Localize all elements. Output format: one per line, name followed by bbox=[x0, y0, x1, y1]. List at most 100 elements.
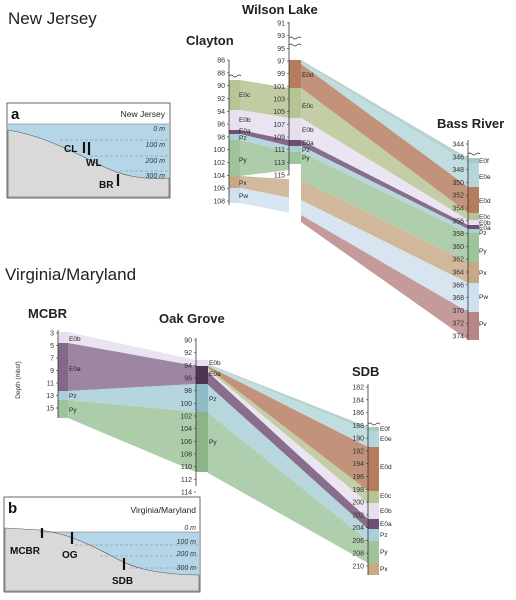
tick-label: 97 bbox=[277, 59, 285, 66]
column-bass-river bbox=[467, 140, 481, 340]
inset-a-depth-200: 200 m bbox=[145, 158, 166, 165]
unit-label: E0c bbox=[479, 214, 491, 221]
band-E0a bbox=[208, 372, 368, 529]
tick-label: 190 bbox=[352, 436, 364, 443]
inset-a-new-jersey-profile bbox=[6, 102, 171, 199]
band-E0e bbox=[301, 62, 468, 187]
tick-label: 344 bbox=[452, 142, 464, 149]
va-bands-oak-sdb bbox=[208, 364, 368, 563]
tick-label: 102 bbox=[213, 160, 225, 167]
unit-label: Pz bbox=[209, 396, 217, 403]
tick-label: 346 bbox=[452, 154, 464, 161]
band-Pz bbox=[68, 384, 196, 412]
unit-label: Px bbox=[239, 180, 247, 187]
unit-label: Py bbox=[380, 549, 388, 556]
unit-label: Px bbox=[479, 270, 487, 277]
inset-b-depth-200: 200 m bbox=[176, 551, 197, 558]
unit-label: Py bbox=[69, 407, 77, 414]
tick-label: 358 bbox=[452, 231, 464, 238]
site-label-sdb: SDB bbox=[352, 364, 379, 379]
tick-label: 112 bbox=[181, 477, 192, 484]
tick-label: 94 bbox=[217, 109, 225, 116]
tick-label: 3 bbox=[50, 331, 54, 338]
tick-label: 96 bbox=[184, 376, 192, 383]
unit-label: Pz bbox=[302, 147, 310, 154]
inset-b-letter: b bbox=[8, 500, 17, 517]
tick-label: 100 bbox=[213, 147, 225, 154]
unit-label: E0a bbox=[239, 128, 251, 135]
unit-label: E0b bbox=[479, 220, 491, 227]
column-oak-grove bbox=[195, 338, 208, 486]
band-E0a bbox=[68, 343, 196, 391]
band-E0c bbox=[301, 88, 468, 220]
band-Py bbox=[301, 152, 468, 262]
band-E0f bbox=[208, 364, 368, 431]
tick-label: 352 bbox=[452, 193, 464, 200]
band-Pz bbox=[240, 134, 289, 152]
tick-label: 204 bbox=[352, 525, 364, 532]
nj-bands-clayton-wilson bbox=[240, 80, 289, 176]
unit-label: E0f bbox=[380, 426, 390, 433]
nj-bands-wilson-bass bbox=[301, 60, 468, 340]
tick-label: 104 bbox=[180, 426, 192, 433]
band-Pz bbox=[301, 146, 468, 233]
tick-label: 370 bbox=[452, 308, 464, 315]
band-E0e bbox=[208, 365, 368, 447]
band-E0b bbox=[208, 370, 368, 519]
ticks-wilson-lake: 91 93 95 97 99 101 103 105 107 109 111 113 115 bbox=[273, 21, 289, 180]
tick-label: 106 bbox=[213, 186, 225, 193]
unit-label: Py bbox=[239, 157, 247, 164]
band-Py bbox=[240, 140, 289, 176]
tick-label: 99 bbox=[277, 71, 285, 78]
tick-label: 206 bbox=[352, 538, 364, 545]
band-Pw bbox=[301, 200, 468, 312]
unit-label: E0d bbox=[380, 464, 392, 471]
tick-label: 186 bbox=[352, 410, 364, 417]
unit-label: Pz bbox=[479, 230, 487, 237]
unit-label: Pz bbox=[239, 135, 247, 142]
band-Py bbox=[68, 400, 196, 472]
region-title-virginia-maryland: Virginia/Maryland bbox=[5, 265, 136, 284]
ticks-mcbr: 3 5 7 9 11 13 15 bbox=[46, 331, 58, 413]
tick-label: 350 bbox=[452, 180, 464, 187]
band-E0b bbox=[68, 332, 196, 366]
inset-a-well-wl: WL bbox=[86, 158, 102, 169]
inset-b-well-mcbr: MCBR bbox=[10, 546, 41, 557]
tick-label: 108 bbox=[213, 199, 225, 206]
unit-label: E0c bbox=[239, 92, 251, 99]
tick-label: 9 bbox=[50, 368, 54, 375]
site-label-bass-river: Bass River bbox=[437, 116, 504, 131]
inset-b-well-og: OG bbox=[62, 550, 78, 561]
tick-label: 115 bbox=[274, 173, 285, 180]
tick-label: 111 bbox=[274, 147, 285, 154]
tick-label: 98 bbox=[184, 388, 192, 395]
tick-label: 90 bbox=[217, 83, 225, 90]
tick-label: 362 bbox=[452, 257, 464, 264]
unit-label: E0a bbox=[209, 371, 221, 378]
column-mcbr bbox=[57, 330, 68, 418]
unit-label: E0a bbox=[479, 225, 491, 232]
ticks-sdb: 182 184 186 188 190 192 194 196 198 200 202 204 206 2… bbox=[352, 385, 368, 571]
unit-label: E0b bbox=[302, 127, 314, 134]
band-E0c bbox=[208, 368, 368, 503]
tick-label: 94 bbox=[184, 363, 192, 370]
ticks-oak-grove: 90 92 94 96 98 100 102 104 106 108 110 112 114 bbox=[180, 338, 196, 497]
unit-label: Pw bbox=[239, 193, 248, 200]
unit-label: E0c bbox=[380, 493, 392, 500]
tick-label: 366 bbox=[452, 282, 464, 289]
band-E0d bbox=[301, 64, 468, 213]
tick-label: 368 bbox=[452, 295, 464, 302]
inset-a-title: New Jersey bbox=[121, 109, 166, 119]
unit-label: E0e bbox=[380, 436, 392, 443]
unit-label: Pw bbox=[479, 294, 488, 301]
tick-label: 100 bbox=[180, 401, 192, 408]
band-E0a bbox=[301, 140, 468, 229]
tick-label: 348 bbox=[452, 167, 464, 174]
unit-label: E0b bbox=[239, 117, 251, 124]
tick-label: 13 bbox=[46, 393, 54, 400]
ticks-bass-river: 344 346 348 350 352 354 356 358 360 362 364 366 368 3… bbox=[452, 142, 468, 341]
unit-label: Pz bbox=[380, 532, 388, 539]
band-Pv bbox=[301, 215, 468, 340]
band-Pz bbox=[208, 385, 368, 541]
